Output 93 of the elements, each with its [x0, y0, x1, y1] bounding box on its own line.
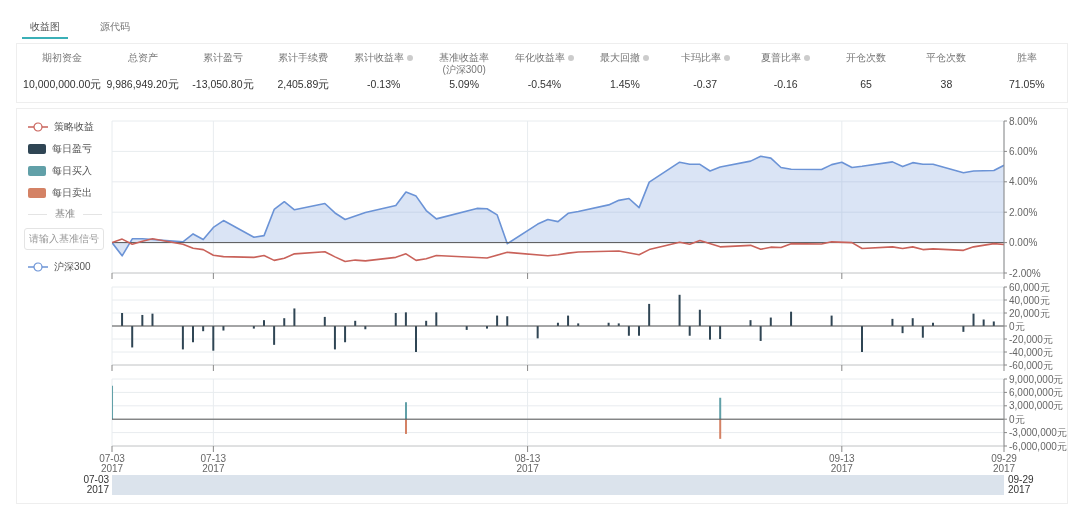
x-tick-label: 09-29 2017: [991, 453, 1018, 474]
y-tick-label: -6,000,000元: [1009, 440, 1067, 452]
bar: [759, 326, 762, 341]
category-label: 总资产: [126, 52, 159, 64]
bar: [627, 326, 630, 336]
category-label: 平仓次数: [925, 52, 968, 64]
text: -0.54%: [527, 78, 562, 90]
text: 2,405.89元: [277, 78, 330, 90]
bar: [790, 311, 793, 326]
text: -0.13%: [367, 78, 401, 90]
y-tick-label: 20,000元: [1009, 307, 1050, 319]
bar: [344, 326, 347, 343]
category-label: 胜率: [1015, 52, 1038, 64]
category-label: 累计盈亏: [201, 52, 244, 64]
bar: [112, 385, 114, 420]
bar: [404, 402, 407, 420]
bar: [698, 309, 701, 326]
bar: [678, 294, 681, 326]
y-tick-label: 3,000,000元: [1009, 400, 1064, 412]
bar: [921, 326, 924, 338]
y-tick-label: 9,000,000元: [1009, 373, 1064, 385]
bar: [688, 326, 691, 336]
y-tick-label: -60,000元: [1009, 359, 1053, 371]
bar: [638, 326, 641, 336]
text: -0.37: [693, 78, 718, 90]
y-tick-label: -2.00%: [1009, 267, 1041, 279]
y-tick-label: 40,000元: [1009, 294, 1050, 306]
text: 10,000,000.00元: [23, 78, 102, 90]
bar: [648, 303, 651, 326]
y-tick-label: 60,000元: [1009, 281, 1050, 293]
bar: [719, 326, 722, 339]
text: 71.05%: [1008, 78, 1045, 90]
bar: [415, 326, 418, 352]
text: -13,050.80元: [192, 78, 254, 90]
bar: [131, 326, 134, 348]
bar: [181, 326, 184, 350]
legend-label: 每日卖出: [51, 186, 93, 200]
y-tick-label: -20,000元: [1009, 333, 1053, 345]
bar: [273, 326, 276, 345]
category-label: 期初资金: [41, 52, 84, 64]
y-tick-label: 0.00%: [1009, 237, 1038, 249]
text: -0.16: [773, 78, 798, 90]
bar: [861, 326, 864, 352]
y-tick-label: -3,000,000元: [1009, 427, 1067, 439]
line-series: [112, 238, 1004, 263]
y-tick-label: 2.00%: [1009, 206, 1038, 218]
x-tick-label: 07-03 2017: [99, 453, 126, 474]
range-slider: 07-03 2017 09-29 2017: [82, 474, 1035, 496]
bar: [192, 326, 195, 343]
legend-label: 沪深300: [53, 260, 92, 274]
category-label: 年化收益率: [514, 52, 566, 64]
y-tick-label: 0元: [1009, 320, 1025, 332]
category-label: 基准收益率 (沪深300): [438, 52, 491, 76]
x-tick-label: 07-13 2017: [200, 453, 227, 474]
category-label: 累计手续费: [277, 52, 330, 64]
bar: [333, 326, 336, 350]
y-tick-label: 4.00%: [1009, 176, 1038, 188]
bar: [293, 308, 296, 326]
bar: [506, 316, 509, 326]
x-tick-label: 08-13 2017: [514, 453, 541, 474]
category-label: 累计收益率: [353, 52, 406, 64]
bar: [121, 313, 124, 326]
bar: [394, 313, 397, 326]
legend-label: 策略收益: [53, 120, 95, 134]
y-tick-label: 8.00%: [1009, 115, 1038, 127]
category-label: 夏普比率: [760, 52, 803, 64]
legend-label: 每日买入: [51, 164, 93, 178]
legend-title: 基准: [55, 207, 75, 221]
bar: [212, 326, 215, 351]
bar: [435, 312, 438, 326]
y-tick-label: 6,000,000元: [1009, 386, 1064, 398]
bar: [141, 314, 144, 326]
text: 1.45%: [609, 78, 640, 90]
legend-label: 每日盈亏: [51, 142, 93, 156]
bar: [719, 419, 722, 439]
y-tick-label: -40,000元: [1009, 346, 1053, 358]
text: 9,986,949.20元: [106, 78, 179, 90]
category-label: 卡玛比率: [679, 52, 722, 64]
text: 65: [860, 78, 872, 90]
text: 38: [940, 78, 953, 90]
category-label: 最大回撤: [599, 52, 642, 64]
text: 源代码: [99, 20, 131, 34]
bar: [404, 419, 407, 434]
text: 收益图: [29, 20, 61, 34]
category-label: 开仓次数: [845, 52, 888, 64]
bar: [719, 397, 722, 420]
bar: [404, 312, 407, 326]
bar: [708, 326, 711, 340]
text: 5.09%: [449, 78, 479, 90]
y-tick-label: 6.00%: [1009, 145, 1038, 157]
text: 请输入基准信号: [24, 228, 104, 250]
x-tick-label: 09-13 2017: [829, 453, 856, 474]
y-tick-label: 0元: [1009, 413, 1025, 425]
